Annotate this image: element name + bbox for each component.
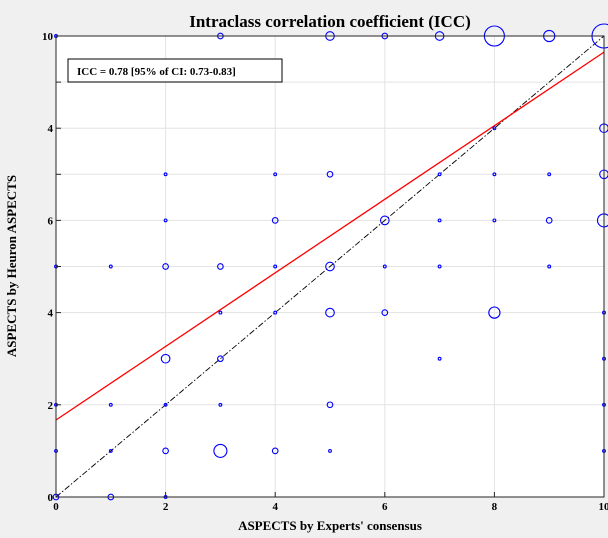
data-point xyxy=(492,172,497,177)
regression-line xyxy=(55,51,605,421)
data-point xyxy=(217,263,224,270)
data-point xyxy=(492,126,497,131)
data-point xyxy=(488,306,501,319)
data-point xyxy=(163,172,168,177)
data-point xyxy=(545,217,553,224)
data-point xyxy=(163,218,168,223)
data-point xyxy=(108,264,113,269)
x-tick-label: 0 xyxy=(53,501,59,513)
data-point xyxy=(163,402,168,407)
annotation-box xyxy=(67,58,283,83)
data-point xyxy=(325,261,335,272)
data-point xyxy=(328,448,332,453)
data-point xyxy=(325,307,335,318)
y-tick-label: 4 xyxy=(48,123,54,135)
y-axis-ticks: 0 2 4 6 4 10 xyxy=(42,31,61,504)
data-point xyxy=(437,172,442,177)
x-tick-label: 6 xyxy=(382,501,388,513)
data-point xyxy=(437,356,442,361)
x-tick-label: 4 xyxy=(272,501,278,513)
icc-annotation: ICC = 0.78 [95% of CI: 0.73-0.83] xyxy=(77,66,236,78)
data-point xyxy=(108,402,113,407)
data-point xyxy=(108,448,113,453)
data-point xyxy=(273,310,278,315)
reference-lines xyxy=(55,35,605,498)
data-point xyxy=(547,172,552,177)
data-point xyxy=(218,402,223,407)
x-tick-label: 10 xyxy=(599,501,608,513)
data-point xyxy=(271,217,279,224)
data-point xyxy=(437,218,442,223)
y-tick-label: 6 xyxy=(48,215,54,227)
identity-line xyxy=(55,35,605,498)
data-point xyxy=(379,215,390,226)
data-point xyxy=(326,401,334,409)
data-point xyxy=(381,309,389,316)
data-point xyxy=(218,310,223,315)
y-tick-label: 0 xyxy=(48,492,54,504)
x-tick-label: 2 xyxy=(163,501,169,513)
data-point xyxy=(273,264,278,269)
y-axis-label: ASPECTS by Heuron ASPECTS xyxy=(4,175,19,357)
data-point xyxy=(162,447,169,455)
data-point xyxy=(437,264,442,269)
data-point xyxy=(273,172,278,177)
x-tick-label: 8 xyxy=(492,501,498,513)
data-point xyxy=(160,353,171,364)
data-point xyxy=(382,264,387,269)
data-point xyxy=(217,355,224,363)
data-point xyxy=(213,443,228,458)
chart-title: Intraclass correlation coefficient (ICC) xyxy=(189,12,471,31)
x-axis-ticks: 0 2 4 6 8 10 xyxy=(53,492,608,513)
y-tick-label: 2 xyxy=(48,400,54,412)
data-point xyxy=(271,447,279,455)
data-point xyxy=(492,218,497,223)
data-point xyxy=(547,264,552,269)
y-tick-label: 4 xyxy=(48,308,54,320)
data-point xyxy=(162,263,169,270)
y-tick-label: 10 xyxy=(42,31,54,43)
x-axis-label: ASPECTS by Experts' consensus xyxy=(238,518,422,533)
data-point xyxy=(326,170,334,178)
